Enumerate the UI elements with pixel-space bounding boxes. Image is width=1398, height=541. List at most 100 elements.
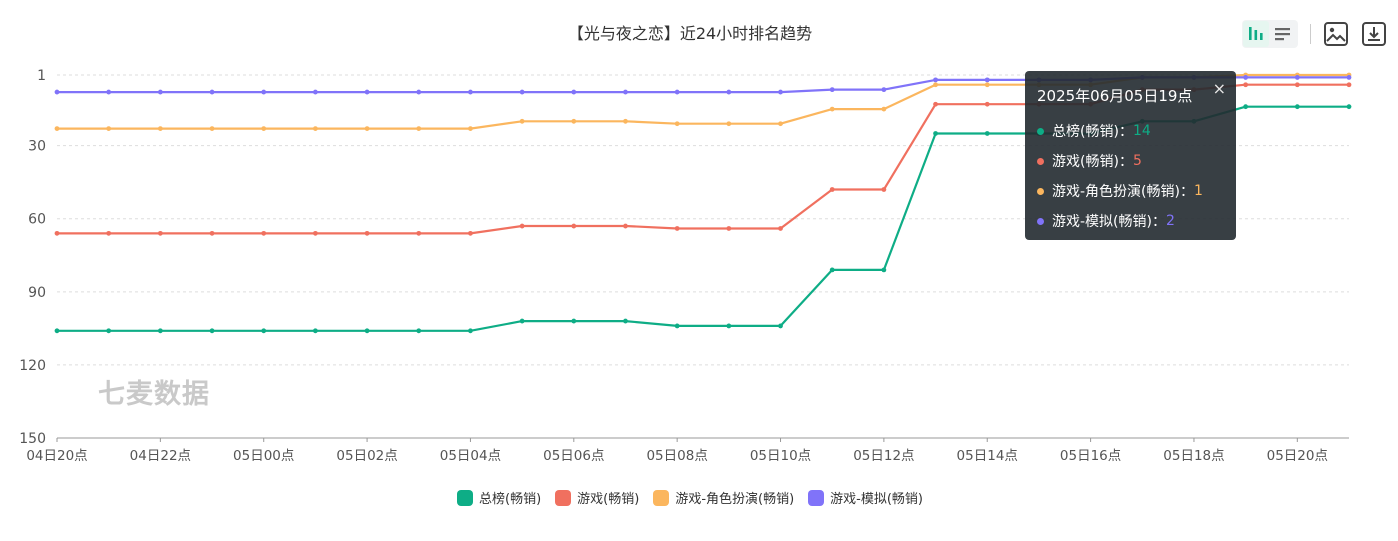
watermark: 七麦数据 [98,379,210,410]
data-point [984,101,990,107]
tooltip-rows: 总榜(畅销)： 14 游戏(畅销)： 5 游戏-角色扮演(畅销)： 1 游戏-模拟(畅销)：… [1037,116,1224,236]
tooltip-value: 14 [1132,123,1151,139]
data-point [313,328,318,334]
data-point [726,121,732,127]
data-point [933,82,938,88]
data-point [726,89,732,95]
data-point [209,89,215,95]
data-point [416,230,422,236]
tooltip-separator: ： [1118,154,1133,170]
data-point [416,126,422,131]
data-point [157,89,163,95]
bar-view-button[interactable] [1243,21,1269,47]
data-point [829,267,835,273]
tooltip-value: 5 [1132,153,1142,169]
chart-title: 【光与夜之恋】近24小时排名趋势 [567,24,813,43]
data-point [778,226,783,231]
data-point [674,121,680,127]
legend-swatch [653,489,670,506]
tooltip: × 2025年06月05日19点 总榜(畅销)： 14 游戏(畅销)： 5 游戏-角色扮… [1025,71,1236,240]
y-tick-label: 150 [19,431,46,447]
data-point [623,89,628,95]
legend-item[interactable]: 游戏(畅销) [555,488,639,507]
y-tick-label: 30 [28,139,46,155]
data-point [106,230,112,236]
data-point [106,89,112,95]
data-point [1346,104,1352,110]
y-tick-label: 90 [28,285,46,301]
data-point [261,328,267,334]
data-point [416,89,422,95]
y-tick-label: 1 [37,68,46,84]
legend-swatch [555,489,572,506]
x-tick-label: 05日20点 [1267,448,1328,464]
list-view-icon [1275,28,1290,41]
data-point [519,318,525,324]
x-tick-label: 05日16点 [1060,448,1121,464]
data-point [209,126,215,131]
data-point [881,87,887,93]
data-point [106,126,112,131]
legend-item[interactable]: 总榜(畅销) [457,488,541,507]
x-tick-label: 04日20点 [26,448,87,464]
data-point [726,226,732,231]
data-point [881,106,887,112]
view-toggle-group [1242,20,1298,48]
tooltip-series-name: 游戏-模拟(畅销) [1052,214,1152,230]
download-button[interactable] [1360,20,1388,48]
data-point [364,89,370,95]
image-icon [1324,22,1348,46]
data-point [209,230,215,236]
tooltip-title: 2025年06月05日19点 [1037,87,1193,105]
tooltip-value: 1 [1193,183,1203,199]
x-tick-label: 05日14点 [957,448,1018,464]
x-tick-label: 04日22点 [130,448,191,464]
legend-item[interactable]: 游戏-角色扮演(畅销) [653,488,794,507]
data-point [468,328,473,334]
data-point [261,89,267,95]
save-image-button[interactable] [1322,20,1350,48]
data-point [1346,82,1352,88]
tooltip-dot [1037,217,1044,225]
tooltip-series-name: 总榜(畅销) [1052,124,1119,140]
data-point [209,328,215,334]
data-point [416,328,422,334]
data-point [261,126,267,131]
tooltip-series-name: 游戏(畅销) [1052,154,1119,170]
data-point [623,118,628,124]
data-point [54,230,60,236]
list-view-button[interactable] [1270,21,1296,47]
data-point [778,323,783,329]
data-point [674,323,680,329]
x-tick-label: 05日04点 [440,448,501,464]
legend-label: 游戏-模拟(畅销) [830,492,923,507]
data-point [1346,75,1352,80]
data-point [933,131,938,136]
tooltip-row: 游戏-角色扮演(畅销)： 1 [1037,176,1224,206]
data-point [157,126,163,131]
data-point [674,226,680,231]
x-tick-label: 05日10点 [750,448,811,464]
data-point [1294,82,1300,88]
data-point [1243,82,1249,88]
data-point [726,323,732,329]
data-point [1243,75,1249,80]
data-point [54,126,60,131]
x-tick-label: 05日06点 [543,448,604,464]
tooltip-close-button[interactable]: × [1212,79,1226,98]
legend-item[interactable]: 游戏-模拟(畅销) [808,488,923,507]
tooltip-dot [1037,187,1044,195]
data-point [364,126,370,131]
data-point [881,187,887,192]
data-point [313,126,318,131]
data-point [571,118,577,124]
data-point [933,77,938,83]
toolbar-divider [1310,24,1311,44]
legend-swatch [808,489,825,506]
data-point [933,101,938,107]
legend-label: 游戏(畅销) [577,492,640,507]
data-point [364,230,370,236]
data-point [157,328,163,334]
data-point [984,131,990,136]
